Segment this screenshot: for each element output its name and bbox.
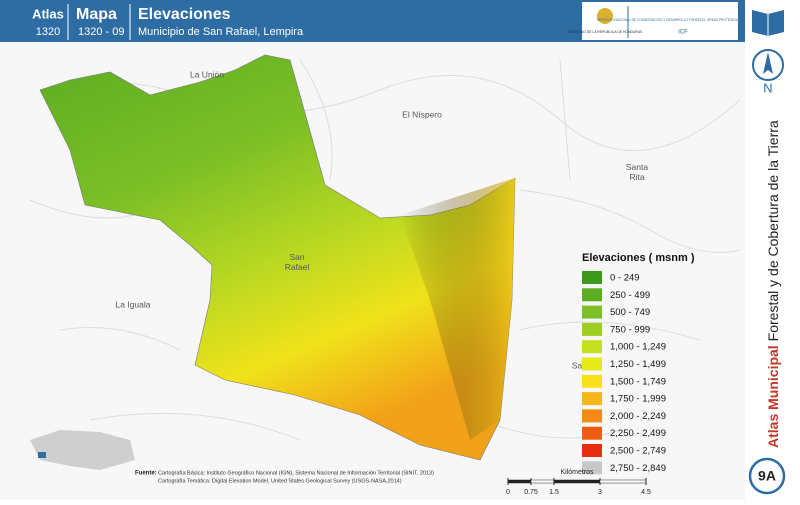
- scale-segment: [553, 479, 601, 484]
- legend-swatch: [582, 461, 602, 475]
- page-number: 9A: [758, 468, 776, 484]
- place-label: Sa: [572, 360, 583, 370]
- atlas-number: 1320: [36, 26, 60, 38]
- source-label: Fuente:: [135, 471, 157, 477]
- legend-label: 2,000 - 2,249: [610, 411, 666, 422]
- legend-label: 2,500 - 2,749: [610, 446, 666, 457]
- header-bar: [0, 0, 745, 42]
- north-circle: [752, 49, 784, 81]
- source-line: Cartografía Básica: Instituto Geográfico…: [158, 470, 434, 476]
- place-label: Santa Rita: [626, 162, 648, 182]
- scale-label: 0: [506, 489, 510, 496]
- legend-swatch: [582, 340, 602, 354]
- legend-label: 2,750 - 2,849: [610, 463, 666, 474]
- legend-swatch: [582, 374, 602, 388]
- legend-label: 2,250 - 2,499: [610, 428, 666, 439]
- scale-label: 0.75: [524, 489, 538, 496]
- sidebar: [745, 0, 800, 500]
- place-label: San Rafael: [285, 252, 310, 272]
- scale-segment: [507, 479, 532, 484]
- legend-swatch: [582, 409, 602, 423]
- locator-highlight: [38, 452, 46, 458]
- legend-label: 1,500 - 1,749: [610, 376, 666, 387]
- legend-swatch: [582, 322, 602, 336]
- gov-logo-text: GOBIERNO DE LA REPÚBLICA DE HONDURAS: [568, 29, 644, 34]
- north-label: N: [763, 80, 772, 95]
- place-label: La Unión: [190, 69, 224, 79]
- atlas-title-rest: Forestal y de Cobertura de la Tierra: [765, 120, 781, 341]
- place-label: El Níspero: [402, 109, 442, 119]
- atlas-label: Atlas: [32, 6, 64, 21]
- legend-label: 250 - 499: [610, 290, 650, 301]
- legend-label: 1,000 - 1,249: [610, 342, 666, 353]
- map-label: Mapa: [76, 6, 117, 23]
- coat-of-arms: [597, 8, 613, 24]
- icf-short: ICF: [678, 30, 688, 36]
- subtitle: Municipio de San Rafael, Lempira: [138, 26, 304, 38]
- scale-segment: [530, 479, 555, 484]
- locator-map: [30, 430, 135, 470]
- title: Elevaciones: [138, 6, 231, 23]
- scale-segment: [599, 479, 647, 484]
- legend-label: 1,250 - 1,499: [610, 359, 666, 370]
- legend-swatch: [582, 288, 602, 302]
- atlas-title-bold: Atlas Municipal: [765, 345, 781, 448]
- scale-label: 1.5: [549, 489, 559, 496]
- icf-logo-text: INSTITUTO NACIONAL DE CONSERVACIÓN Y DES…: [597, 17, 769, 22]
- scale-label: 4.5: [641, 489, 651, 496]
- legend-swatch: [582, 271, 602, 284]
- municipality: [39, 54, 516, 461]
- legend: Elevaciones ( msnm ) 0 - 249 250 - 499 500 …: [582, 252, 695, 475]
- scale-unit: Kilómetros: [560, 469, 594, 476]
- legend-swatch: [582, 357, 602, 371]
- north-arrow: [763, 52, 773, 74]
- legend-swatch: [582, 392, 602, 406]
- legend-label: 750 - 999: [610, 324, 650, 335]
- scale-label: 3: [598, 489, 602, 496]
- legend-label: 1,750 - 1,999: [610, 394, 666, 405]
- source: Cartografía Básica: Instituto Geográfico…: [158, 470, 434, 484]
- place-labels: La Unión El Níspero Santa Rita San Rafael La I…: [116, 69, 649, 370]
- scale-bar: 0 0.75 1.5 3 4.5 Kilómetros: [506, 469, 651, 496]
- source-line: Cartografía Temática: Digital Elevation …: [158, 478, 402, 484]
- page-badge: [748, 457, 786, 495]
- legend-title: Elevaciones ( msnm ): [582, 252, 695, 264]
- legend-swatch: [582, 444, 602, 457]
- legend-swatch: [582, 305, 602, 319]
- legend-label: 500 - 749: [610, 307, 650, 318]
- atlas-title: Atlas Municipal Forestal y de Cobertura d…: [765, 120, 781, 448]
- legend-label: 0 - 249: [610, 273, 640, 284]
- legend-swatch: [582, 426, 602, 440]
- map-number: 1320 - 09: [78, 26, 124, 38]
- place-label: La Iguala: [116, 299, 151, 309]
